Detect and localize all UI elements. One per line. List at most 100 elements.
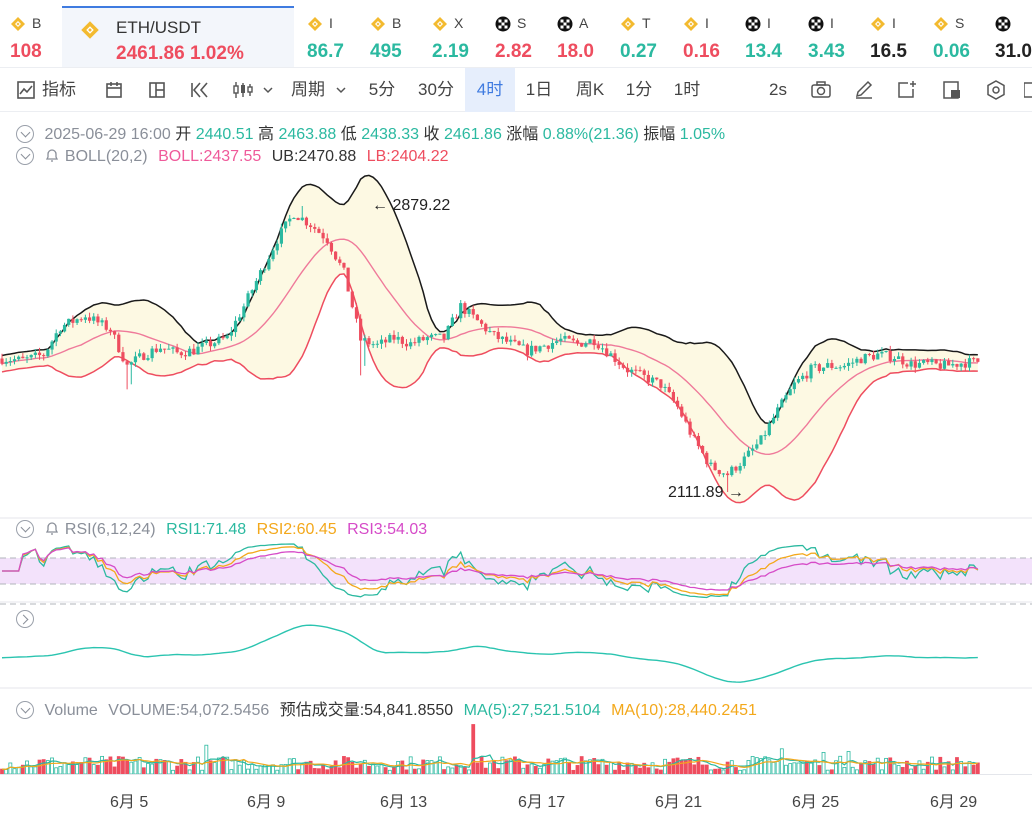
volume-bar bbox=[909, 768, 914, 775]
collapse-toggle-icon[interactable] bbox=[16, 125, 34, 143]
rsi3-line bbox=[2, 547, 978, 591]
ticker-item[interactable]: I 86.7 bbox=[307, 6, 363, 67]
volume-bar bbox=[675, 757, 680, 775]
chevron-down-icon bbox=[336, 87, 346, 94]
settings-button[interactable] bbox=[985, 68, 1007, 112]
ticker-item[interactable]: 31.0 bbox=[995, 6, 1032, 67]
candle-body bbox=[721, 473, 726, 475]
replay-button[interactable] bbox=[190, 68, 212, 112]
candle-body bbox=[588, 339, 592, 344]
candle-body bbox=[484, 323, 488, 332]
candle-body bbox=[317, 228, 321, 233]
refresh-rate[interactable]: 2s bbox=[769, 80, 787, 99]
draw-button[interactable] bbox=[853, 68, 875, 112]
ticker-name: X bbox=[454, 15, 464, 31]
ticker-name: I bbox=[892, 15, 896, 31]
candle-body bbox=[559, 338, 563, 342]
ticker-item[interactable]: I 3.43 bbox=[808, 6, 864, 67]
min-price-annotation: 2111.89 → bbox=[668, 484, 744, 502]
interval-tab[interactable]: 1时 bbox=[673, 80, 701, 99]
ticker-item[interactable]: S 2.82 bbox=[495, 6, 551, 67]
collapse-toggle-icon[interactable] bbox=[16, 520, 34, 538]
volume-bar bbox=[258, 765, 263, 775]
candle-body bbox=[905, 364, 909, 367]
candle-body bbox=[363, 338, 367, 341]
volume-bar bbox=[221, 756, 225, 775]
candle-body bbox=[580, 343, 584, 347]
volume-bar bbox=[479, 756, 484, 775]
collapse-toggle-icon[interactable] bbox=[16, 701, 34, 719]
volume-bar bbox=[838, 755, 843, 775]
candle-body bbox=[700, 445, 705, 453]
chart-type-dropdown[interactable] bbox=[232, 68, 276, 112]
ticker-item[interactable]: A 18.0 bbox=[557, 6, 613, 67]
candle-body bbox=[717, 470, 721, 474]
ticker-item[interactable]: S 0.06 bbox=[933, 6, 989, 67]
candle-body bbox=[233, 320, 238, 333]
candle-body bbox=[976, 358, 980, 362]
volume-bar bbox=[608, 762, 613, 775]
volume-bar bbox=[821, 752, 826, 775]
interval-tab[interactable]: 1日 bbox=[525, 80, 553, 99]
interval-tab[interactable]: 周K bbox=[575, 80, 605, 99]
candle-body bbox=[308, 225, 313, 228]
ticker-item[interactable]: I 13.4 bbox=[745, 6, 801, 67]
price-chart[interactable] bbox=[0, 112, 1032, 788]
candle-body bbox=[475, 314, 480, 321]
indicator-pane-toggle[interactable] bbox=[16, 610, 40, 629]
bell-icon[interactable] bbox=[44, 520, 60, 536]
volume-bar bbox=[517, 760, 522, 775]
volume-bar bbox=[546, 758, 551, 775]
bell-icon[interactable] bbox=[44, 147, 60, 163]
volume-bar bbox=[475, 762, 480, 775]
more-button[interactable] bbox=[1024, 68, 1032, 112]
export-button[interactable] bbox=[941, 68, 963, 112]
interval-tab[interactable]: 5分 bbox=[368, 80, 396, 99]
volume-bar bbox=[734, 767, 738, 775]
candle-body bbox=[146, 358, 150, 360]
candle-body bbox=[834, 367, 838, 369]
volume-bar bbox=[900, 767, 905, 775]
camera-icon bbox=[811, 81, 831, 98]
split-layout-button[interactable] bbox=[147, 68, 167, 112]
ticker-item[interactable]: X 2.19 bbox=[432, 6, 488, 67]
screenshot-button[interactable] bbox=[810, 68, 832, 112]
max-price-annotation: ← 2879.22 bbox=[372, 197, 450, 215]
ohlc-legend: 2025-06-29 16:00 开 2440.51 高 2463.88 低 2… bbox=[16, 120, 725, 144]
candle-body bbox=[538, 346, 542, 352]
ticker-item[interactable]: T 0.27 bbox=[620, 6, 676, 67]
volume-bar bbox=[596, 764, 601, 775]
volume-bar bbox=[383, 767, 388, 775]
x-axis-label: 6月 25 bbox=[792, 794, 840, 811]
ticker-item[interactable]: ETH/USDT 2461.86 1.02% bbox=[62, 6, 294, 67]
candle-body bbox=[759, 435, 763, 445]
interval-tab[interactable]: 4时 bbox=[465, 68, 515, 112]
add-indicator-button[interactable] bbox=[896, 68, 918, 112]
layout-button[interactable] bbox=[104, 68, 124, 112]
ticker-item[interactable]: B 108 bbox=[10, 6, 54, 67]
candle-body bbox=[934, 359, 938, 364]
candle-body bbox=[930, 359, 934, 363]
candle-datetime: 2025-06-29 16:00 bbox=[44, 126, 171, 143]
candle-body bbox=[238, 317, 242, 321]
rsi1-line bbox=[2, 543, 979, 599]
candle-body bbox=[133, 356, 138, 363]
indicators-button[interactable]: 指标 bbox=[16, 68, 76, 112]
candle-body bbox=[947, 360, 951, 366]
volume-bar bbox=[825, 769, 830, 775]
collapse-toggle-icon[interactable] bbox=[16, 147, 34, 165]
binance-icon bbox=[684, 17, 698, 31]
volume-bar bbox=[396, 761, 401, 775]
period-dropdown[interactable]: 周期 bbox=[291, 68, 346, 112]
ticker-item[interactable]: I 16.5 bbox=[870, 6, 926, 67]
interval-tab[interactable]: 1分 bbox=[625, 80, 653, 99]
candle-body bbox=[771, 417, 776, 424]
ticker-name: I bbox=[329, 15, 333, 31]
volume-bar bbox=[96, 764, 100, 775]
indicators-label: 指标 bbox=[42, 80, 76, 99]
ticker-item[interactable]: B 495 bbox=[370, 6, 426, 67]
ticker-item[interactable]: I 0.16 bbox=[683, 6, 739, 67]
interval-tab[interactable]: 30分 bbox=[418, 80, 454, 99]
gear-icon bbox=[987, 80, 1005, 100]
expand-toggle-icon[interactable] bbox=[16, 610, 34, 628]
